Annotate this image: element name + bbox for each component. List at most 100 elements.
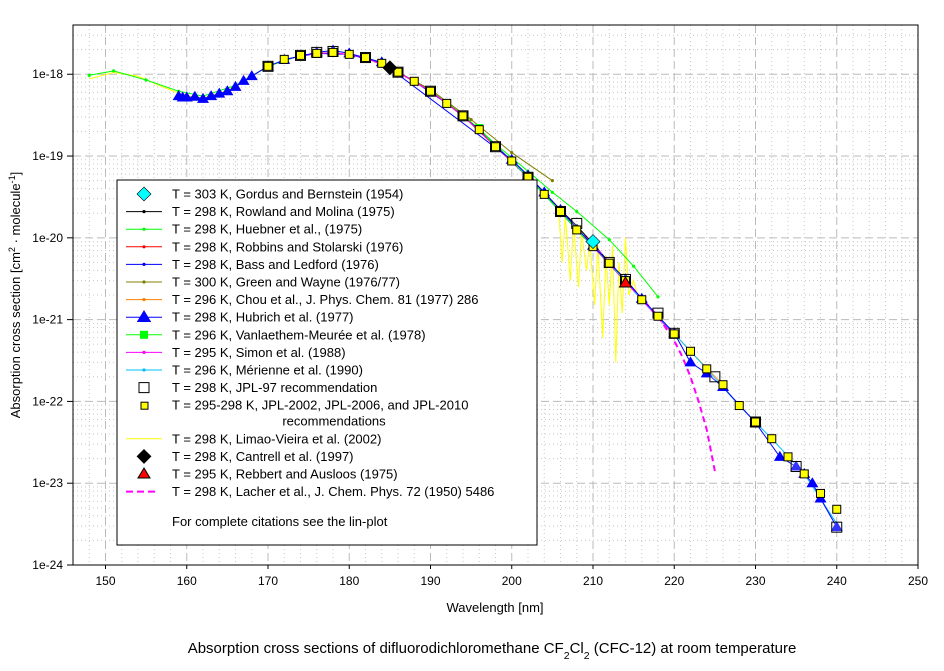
data-point bbox=[604, 258, 614, 268]
legend-label: T = 296 K, Mérienne et al. (1990) bbox=[172, 363, 363, 378]
legend-label: T = 295 K, Simon et al. (1988) bbox=[172, 345, 346, 360]
legend-label: T = 295-298 K, JPL-2002, JPL-2006, and J… bbox=[172, 398, 468, 413]
y-tick-label: 1e-24 bbox=[32, 558, 63, 572]
superscript: 2 bbox=[7, 247, 17, 252]
data-point bbox=[328, 47, 338, 57]
text-part: ] bbox=[8, 172, 23, 176]
data-point bbox=[572, 225, 582, 235]
legend-marker-symbol bbox=[140, 330, 148, 339]
legend-entry: T = 295-298 K, JPL-2002, JPL-2006, and J… bbox=[140, 398, 468, 429]
legend-note: For complete citations see the lin-plot bbox=[172, 514, 388, 529]
legend-entry: T = 296 K, Vanlaethem-Meurée et al. (197… bbox=[126, 327, 426, 342]
data-point bbox=[458, 111, 468, 121]
data-point bbox=[684, 356, 697, 367]
legend-entry: T = 296 K, Chou et al., J. Phys. Chem. 8… bbox=[126, 292, 479, 307]
data-point bbox=[637, 295, 647, 305]
legend-entry: T = 298 K, Lacher et al., J. Chem. Phys.… bbox=[126, 484, 494, 499]
axes: 150 160 170 180 190 200 210 220 230 240 250 1e-18 1e… bbox=[32, 67, 928, 588]
data-point bbox=[229, 80, 242, 91]
legend-label: T = 298 K, Robbins and Stolarski (1976) bbox=[172, 239, 403, 254]
subscript: 2 bbox=[564, 650, 570, 662]
y-tick-label: 1e-20 bbox=[32, 231, 63, 245]
legend-entry: T = 295 K, Simon et al. (1988) bbox=[126, 345, 346, 360]
data-point bbox=[632, 264, 636, 268]
legend-label: T = 303 K, Gordus and Bernstein (1954) bbox=[172, 187, 403, 202]
text-part: (CFC-12) at room temperature bbox=[590, 640, 797, 657]
legend-entry: T = 298 K, Robbins and Stolarski (1976) bbox=[126, 239, 403, 254]
data-point bbox=[585, 234, 601, 249]
series-line bbox=[89, 51, 639, 363]
data-point bbox=[442, 98, 452, 108]
legend-entry: T = 296 K, Mérienne et al. (1990) bbox=[126, 363, 363, 378]
data-point bbox=[263, 61, 273, 71]
legend-marker-symbol bbox=[140, 401, 149, 410]
legend-marker-symbol bbox=[142, 368, 146, 372]
legend-entry: T = 303 K, Gordus and Bernstein (1954) bbox=[136, 186, 403, 202]
data-point bbox=[799, 469, 809, 479]
data-point bbox=[806, 477, 819, 488]
data-point bbox=[279, 54, 289, 64]
legend-marker-symbol bbox=[137, 467, 151, 479]
plot-frame bbox=[72, 24, 919, 566]
data-point bbox=[831, 521, 843, 533]
x-tick-label: 220 bbox=[664, 574, 684, 588]
data-point bbox=[556, 206, 565, 216]
legend-marker-symbol bbox=[136, 448, 152, 464]
y-tick-label: 1e-23 bbox=[32, 476, 63, 490]
data-point bbox=[550, 179, 554, 183]
legend-label: T = 298 K, Rowland and Molina (1975) bbox=[172, 204, 395, 219]
text-part: Absorption cross section [cm bbox=[8, 252, 23, 418]
data-point bbox=[469, 117, 473, 122]
data-point bbox=[656, 295, 660, 299]
legend-label: T = 296 K, Chou et al., J. Phys. Chem. 8… bbox=[172, 292, 479, 307]
x-tick-label: 240 bbox=[827, 574, 847, 588]
legend-label: T = 298 K, Huebner et al., (1975) bbox=[172, 222, 362, 237]
data-point bbox=[832, 504, 842, 514]
data-point bbox=[709, 371, 721, 383]
series-rebbert-and-ausloos-1975 bbox=[618, 276, 633, 288]
data-point bbox=[180, 91, 193, 102]
legend-marker-symbol bbox=[136, 310, 152, 322]
x-tick-label: 160 bbox=[177, 574, 197, 588]
data-point bbox=[188, 90, 201, 101]
data-point bbox=[237, 74, 250, 85]
x-tick-label: 180 bbox=[339, 574, 359, 588]
legend-entry: T = 298 K, Limao-Vieira et al. (2002) bbox=[126, 431, 381, 446]
legend-marker-symbol bbox=[142, 280, 146, 284]
x-tick-label: 150 bbox=[95, 574, 115, 588]
data-point bbox=[409, 76, 419, 86]
legend-marker-symbol bbox=[142, 298, 146, 302]
y-tick-label: 1e-21 bbox=[32, 313, 63, 327]
legend-marker-symbol bbox=[142, 350, 146, 354]
legend-entry: T = 298 K, Hubrich et al. (1977) bbox=[126, 310, 354, 325]
data-point bbox=[790, 461, 802, 473]
x-tick-label: 210 bbox=[583, 574, 603, 588]
legend-label-cont: recommendations bbox=[282, 414, 386, 429]
x-axis-label: Wavelength [nm] bbox=[446, 600, 543, 615]
data-point bbox=[112, 69, 116, 73]
data-point bbox=[686, 346, 695, 356]
legend-entry: T = 298 K, Rowland and Molina (1975) bbox=[126, 204, 395, 219]
data-point bbox=[669, 329, 679, 339]
data-point bbox=[734, 401, 744, 411]
legend-marker-symbol bbox=[138, 382, 150, 394]
data-point bbox=[751, 417, 760, 427]
legend-label: T = 295 K, Rebbert and Ausloos (1975) bbox=[172, 467, 398, 482]
data-point bbox=[87, 73, 91, 77]
x-tick-label: 190 bbox=[420, 574, 440, 588]
legend-label: T = 298 K, Limao-Vieira et al. (2002) bbox=[172, 431, 381, 446]
data-point bbox=[783, 452, 793, 462]
data-point bbox=[790, 460, 803, 471]
series-gordus-and-bernstein-1954 bbox=[585, 234, 601, 249]
data-point bbox=[221, 85, 234, 96]
legend-marker-symbol bbox=[136, 186, 152, 202]
data-point bbox=[205, 90, 218, 101]
data-point bbox=[607, 238, 611, 242]
data-point bbox=[296, 50, 305, 60]
text-part: Absorption cross sections of difluorodic… bbox=[188, 640, 564, 657]
legend-entry: T = 300 K, Green and Wayne (1976/77) bbox=[126, 275, 400, 290]
legend-marker-symbol bbox=[142, 262, 146, 266]
legend-box bbox=[116, 179, 538, 546]
data-point bbox=[618, 276, 633, 288]
chart-title: Absorption cross sections of difluorodic… bbox=[188, 640, 797, 662]
